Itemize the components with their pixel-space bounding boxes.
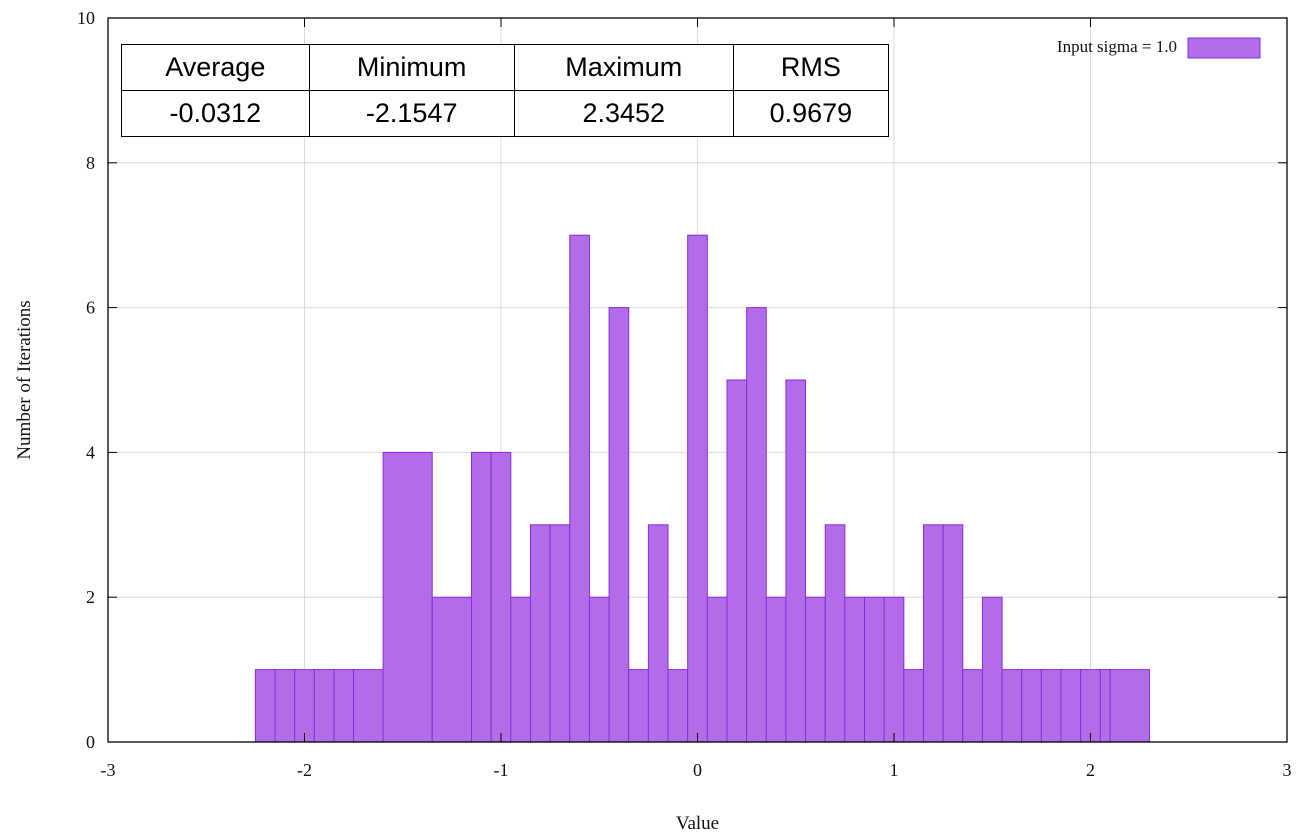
legend: Input sigma = 1.0 <box>1057 37 1261 59</box>
histogram-bar <box>726 379 748 743</box>
stats-value-average: -0.0312 <box>121 90 310 137</box>
histogram-bar <box>1001 669 1023 743</box>
y-tick-labels: 0 2 4 6 8 10 <box>77 8 95 752</box>
histogram-bar <box>588 596 610 743</box>
histogram-bar <box>981 596 1003 743</box>
x-tick-label: 1 <box>890 760 899 780</box>
stats-value-row: -0.0312 -2.1547 2.3452 0.9679 <box>121 90 890 137</box>
histogram-bar <box>746 307 767 743</box>
histogram-bar <box>647 524 669 743</box>
histogram-bar <box>706 596 728 743</box>
x-tick-label: 3 <box>1283 760 1292 780</box>
stats-value-minimum: -2.1547 <box>308 90 515 137</box>
y-tick-label: 2 <box>86 587 95 607</box>
x-tick-label: -3 <box>101 760 116 780</box>
statistics-table: Average Minimum Maximum RMS -0.0312 -2.1… <box>121 44 890 137</box>
histogram-bar <box>431 596 473 743</box>
histogram-bar <box>903 669 924 743</box>
histogram-bar <box>313 669 335 743</box>
legend-label: Input sigma = 1.0 <box>1057 37 1177 56</box>
histogram-bar <box>922 524 944 743</box>
y-tick-label: 4 <box>86 442 95 462</box>
histogram-bar <box>962 669 983 743</box>
x-tick-label: -1 <box>494 760 509 780</box>
y-tick-label: 10 <box>77 8 95 28</box>
x-tick-label: 2 <box>1086 760 1095 780</box>
histogram-bars <box>254 234 1150 743</box>
y-tick-label: 6 <box>86 298 95 318</box>
histogram-bar <box>549 524 571 743</box>
histogram-bar <box>510 596 531 743</box>
y-tick-label: 0 <box>86 732 95 752</box>
histogram-bar <box>333 669 355 743</box>
stats-value-rms: 0.9679 <box>732 90 890 137</box>
y-axis-title: Number of Iterations <box>14 300 35 459</box>
histogram-bar <box>1099 669 1111 743</box>
histogram-bar <box>294 669 315 743</box>
histogram-bar <box>1040 669 1062 743</box>
stats-header-row: Average Minimum Maximum RMS <box>121 44 890 91</box>
histogram-bar <box>382 451 433 743</box>
histogram-bar <box>471 451 492 743</box>
stats-header-maximum: Maximum <box>513 44 734 91</box>
histogram-bar <box>785 379 807 743</box>
histogram-bar <box>765 596 787 743</box>
histogram-bar <box>1060 669 1082 743</box>
histogram-bar <box>569 234 590 743</box>
histogram-bar <box>864 596 885 743</box>
stats-header-average: Average <box>121 44 310 91</box>
x-axis-title: Value <box>676 813 719 834</box>
y-tick-label: 8 <box>86 153 95 173</box>
stats-header-rms: RMS <box>732 44 890 91</box>
histogram-bar <box>942 524 964 743</box>
x-tick-labels: -3 -2 -1 0 1 2 3 <box>101 760 1292 780</box>
histogram-bar <box>824 524 846 743</box>
histogram-bar <box>1021 669 1042 743</box>
x-tick-label: 0 <box>693 760 702 780</box>
stats-value-maximum: 2.3452 <box>513 90 734 137</box>
histogram-bar <box>805 596 826 743</box>
histogram-bar <box>844 596 866 743</box>
legend-swatch <box>1187 37 1261 59</box>
axis-ticks <box>107 17 1288 743</box>
histogram-bar <box>254 669 276 743</box>
histogram-bar <box>353 669 384 743</box>
stats-header-minimum: Minimum <box>308 44 515 91</box>
x-tick-label: -2 <box>297 760 312 780</box>
histogram-bar <box>628 669 649 743</box>
histogram-bar <box>883 596 905 743</box>
histogram-bar <box>1080 669 1101 743</box>
histogram-bar <box>274 669 296 743</box>
histogram-bar <box>667 669 689 743</box>
histogram-bar <box>608 307 630 743</box>
histogram-bar <box>687 234 708 743</box>
histogram-bar <box>490 451 512 743</box>
histogram-bar <box>529 524 551 743</box>
histogram-bar <box>1109 669 1150 743</box>
